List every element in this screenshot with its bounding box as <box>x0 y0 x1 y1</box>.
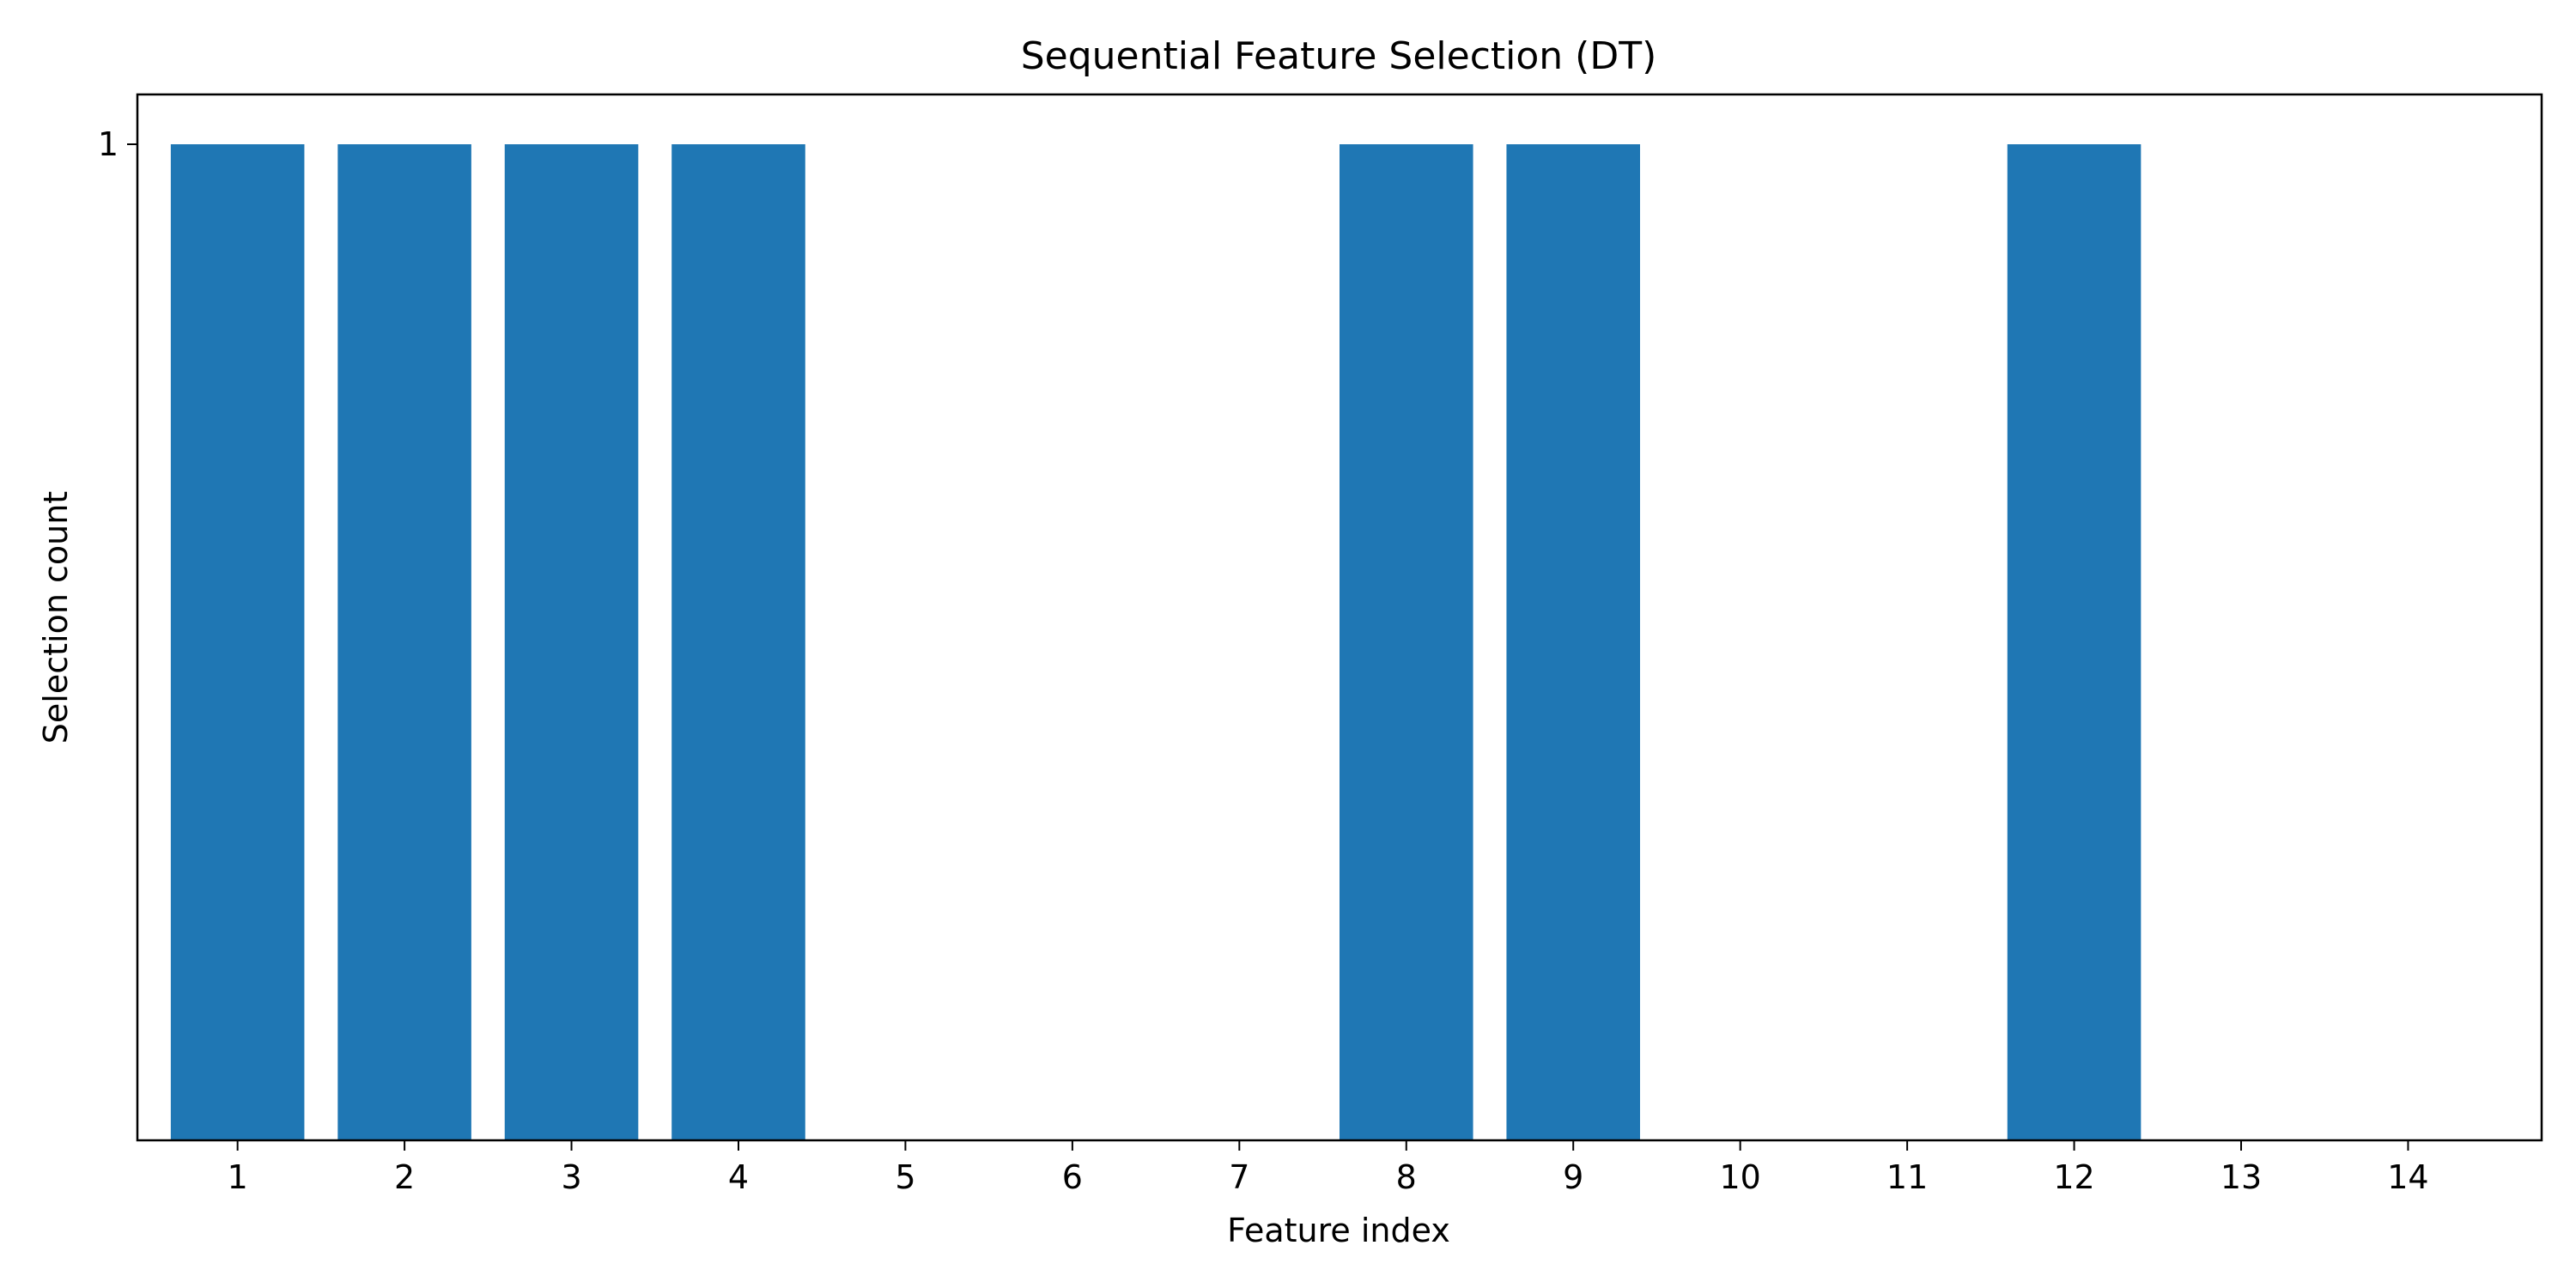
x-tick-label: 11 <box>1886 1158 1928 1196</box>
x-tick-label: 4 <box>728 1158 749 1196</box>
bar-feature-1 <box>170 144 305 1140</box>
x-tick-label: 1 <box>228 1158 248 1196</box>
x-tick-label: 3 <box>561 1158 581 1196</box>
y-axis-ticks: 1 <box>98 125 137 163</box>
x-tick-label: 10 <box>1719 1158 1760 1196</box>
x-tick-label: 8 <box>1396 1158 1417 1196</box>
y-tick-label: 1 <box>98 125 118 163</box>
y-axis-label: Selection count <box>37 491 75 744</box>
bar-feature-2 <box>337 144 471 1140</box>
x-tick-label: 5 <box>895 1158 915 1196</box>
bar-feature-3 <box>504 144 639 1140</box>
x-tick-label: 13 <box>2221 1158 2262 1196</box>
bars-group <box>170 144 2142 1140</box>
bar-feature-12 <box>2007 144 2142 1140</box>
x-tick-label: 14 <box>2387 1158 2428 1196</box>
x-tick-label: 7 <box>1229 1158 1249 1196</box>
x-tick-label: 6 <box>1062 1158 1083 1196</box>
bar-feature-4 <box>671 144 805 1140</box>
x-tick-label: 12 <box>2053 1158 2094 1196</box>
plot-frame <box>136 93 2543 1142</box>
x-axis-ticks: 1 2 3 4 5 6 7 8 9 10 11 12 13 14 <box>228 1140 2429 1196</box>
bar-feature-8 <box>1340 144 1473 1140</box>
chart-title: Sequential Feature Selection (DT) <box>1021 34 1657 78</box>
x-tick-label: 2 <box>394 1158 415 1196</box>
bar-feature-9 <box>1506 144 1640 1140</box>
x-axis-label: Feature index <box>1227 1212 1450 1249</box>
x-tick-label: 9 <box>1563 1158 1583 1196</box>
